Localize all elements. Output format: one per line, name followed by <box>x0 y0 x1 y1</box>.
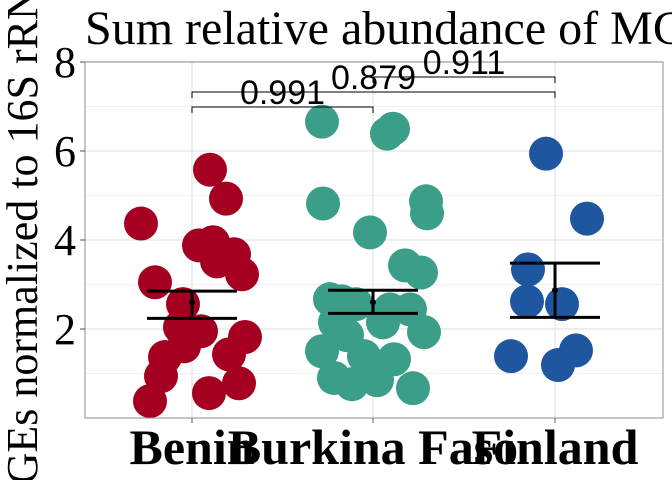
point <box>570 201 604 236</box>
point <box>396 371 430 406</box>
y-tick-label: 2 <box>54 305 76 354</box>
x-tick-label: Benin <box>129 419 254 475</box>
point <box>529 136 563 171</box>
point <box>225 257 259 292</box>
point <box>305 334 339 369</box>
significance-label: 0.991 <box>240 74 325 112</box>
point <box>209 181 243 216</box>
significance-bracket <box>191 106 374 113</box>
point <box>192 376 226 411</box>
y-tick-label: 4 <box>54 216 76 265</box>
y-axis-label: MGEs normalized to 16S rRNA <box>0 0 47 480</box>
point <box>353 215 387 250</box>
point <box>511 252 545 287</box>
point <box>212 337 246 372</box>
mean-point <box>189 299 195 306</box>
point <box>305 104 339 139</box>
significance-label: 0.911 <box>423 44 506 82</box>
point <box>541 348 575 383</box>
point <box>376 111 410 146</box>
point <box>366 305 400 340</box>
point <box>407 315 441 350</box>
point <box>133 384 167 419</box>
point <box>494 339 528 374</box>
point <box>335 367 369 402</box>
y-tick-label: 8 <box>54 38 76 87</box>
point <box>410 196 444 231</box>
point <box>124 206 158 241</box>
point <box>222 366 256 401</box>
y-tick-label: 6 <box>54 127 76 176</box>
point <box>404 255 438 290</box>
x-tick-label: Burkina Faso <box>228 419 518 475</box>
mean-point <box>370 299 376 306</box>
chart-title: Sum relative abundance of MGEs <box>85 2 672 55</box>
x-tick-label: Finland <box>472 419 639 475</box>
point <box>360 363 394 398</box>
mean-point <box>552 287 558 294</box>
significance-bracket <box>372 76 556 83</box>
significance-bracket <box>191 91 556 98</box>
point <box>138 265 172 300</box>
point <box>510 284 544 319</box>
point <box>200 244 234 279</box>
marks <box>124 104 604 419</box>
point <box>193 152 227 187</box>
point <box>306 186 340 221</box>
